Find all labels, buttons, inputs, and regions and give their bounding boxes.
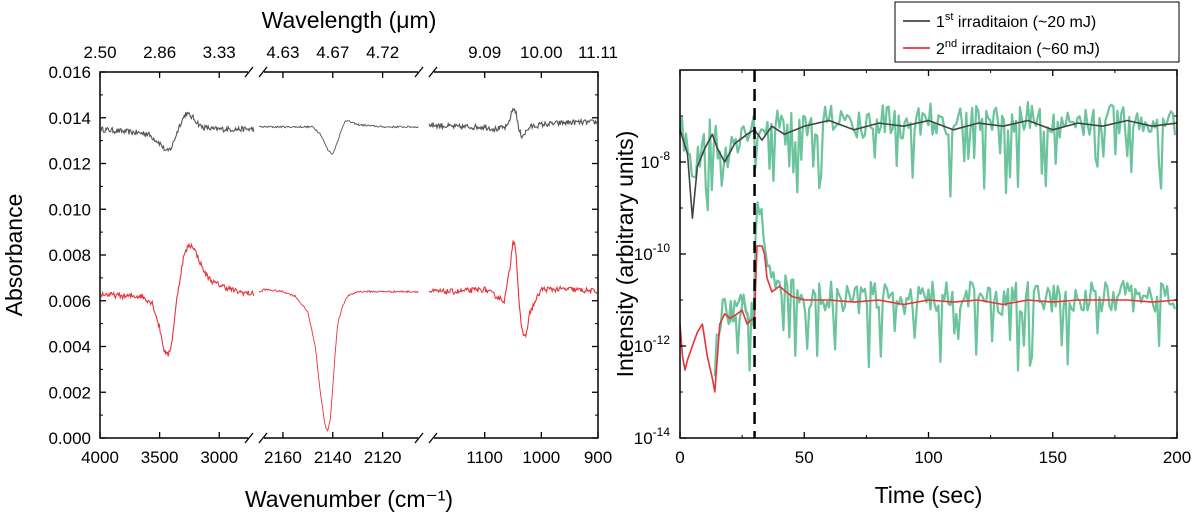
raw-signal-line [728, 201, 1177, 372]
x-tick-label: 200 [1163, 448, 1191, 467]
y-tick-label: 0.010 [48, 200, 91, 219]
y-tick-label: 0.000 [48, 429, 91, 448]
legend-box [894, 1, 1180, 63]
y-tick-label: 10-14 [634, 425, 671, 448]
spectrum-line-segment [100, 111, 255, 152]
spectrum-line-segment [258, 288, 419, 433]
x-tick-label: 2120 [364, 448, 402, 467]
axis-break-gap-top [418, 68, 434, 76]
x-tick-label: 4000 [81, 448, 119, 467]
axis-break-mark [258, 432, 268, 444]
axis-break-mark [414, 432, 424, 444]
spectrum-series-2 [100, 240, 598, 433]
x-top-axis-title: Wavelength (μm) [262, 7, 437, 33]
axis-break-gap-bottom [418, 434, 434, 442]
smoothed-line-second-irradiation [679, 245, 1178, 393]
x-tick-label: 0 [675, 448, 684, 467]
y-tick-label: 0.002 [48, 383, 91, 402]
y-axis-title: Intensity (arbitrary units) [612, 131, 638, 378]
legend-label: 2nd irraditaion (~60 mJ) [936, 38, 1100, 58]
spectrum-line-segment [258, 120, 419, 155]
y-tick-label: 0.006 [48, 292, 91, 311]
x-tick-label: 2160 [264, 448, 302, 467]
spectrum-series-1 [100, 107, 598, 155]
left-panel: 0.000 0.002 0.004 0.006 0.008 0.010 0.012 0.014… [1, 7, 618, 512]
x-tick-label: 50 [795, 448, 814, 467]
x-top-tick-label: 4.72 [366, 43, 399, 62]
axis-break-mark [414, 66, 424, 78]
x-tick-label: 150 [1039, 448, 1067, 467]
spectrum-line-segment [428, 240, 598, 339]
x-top-tick-label: 3.33 [203, 43, 236, 62]
x-tick-label: 100 [914, 448, 942, 467]
y-tick-label: 0.008 [48, 246, 91, 265]
x-axis-title: Time (sec) [875, 482, 983, 508]
smoothed-line-first-irradiation [679, 119, 1178, 219]
legend: 1st irraditaion (~20 mJ) 2nd irraditaion … [894, 1, 1180, 63]
x-tick-label: 2140 [314, 448, 352, 467]
y-axis-title: Absorbance [1, 194, 27, 317]
x-top-tick-label: 11.11 [578, 43, 618, 62]
x-top-tick-label: 4.63 [266, 43, 299, 62]
axis-break-gap-top [248, 68, 264, 76]
y-tick-label: 0.004 [48, 338, 91, 357]
x-tick-label: 3000 [200, 448, 238, 467]
x-top-tick-label: 4.67 [316, 43, 349, 62]
x-tick-label: 1100 [466, 448, 503, 467]
axis-break-mark [428, 66, 438, 78]
x-axis-title: Wavenumber (cm⁻¹) [245, 486, 453, 512]
raw-signal-line [678, 101, 1177, 212]
y-tick-label: 10-10 [634, 241, 671, 264]
axis-break-gap-bottom [248, 434, 264, 442]
right-panel: 0 50 100 150 200 10-14 10-12 10-10 10-8 Time (sec… [612, 1, 1191, 508]
legend-label: 1st irraditaion (~20 mJ) [936, 11, 1096, 31]
axis-break-mark [244, 66, 254, 78]
axis-break-mark [428, 432, 438, 444]
spectrum-line-segment [428, 107, 598, 140]
y-tick-label: 10-8 [640, 149, 670, 172]
y-tick-label: 0.012 [48, 155, 91, 174]
spectrum-line-segment [100, 242, 255, 357]
y-tick-label: 10-12 [634, 333, 671, 356]
y-tick-label: 0.016 [48, 63, 91, 82]
x-top-tick-label: 9.09 [468, 43, 501, 62]
x-top-tick-label: 2.86 [143, 43, 176, 62]
x-top-tick-label: 10.00 [520, 43, 563, 62]
axis-break-mark [258, 66, 268, 78]
x-tick-label: 3500 [141, 448, 179, 467]
axis-break-mark [244, 432, 254, 444]
y-tick-label: 0.014 [48, 109, 91, 128]
x-tick-label: 900 [584, 448, 612, 467]
left-plot-frame [99, 71, 599, 439]
x-tick-label: 1000 [522, 448, 560, 467]
x-top-tick-label: 2.50 [83, 43, 116, 62]
